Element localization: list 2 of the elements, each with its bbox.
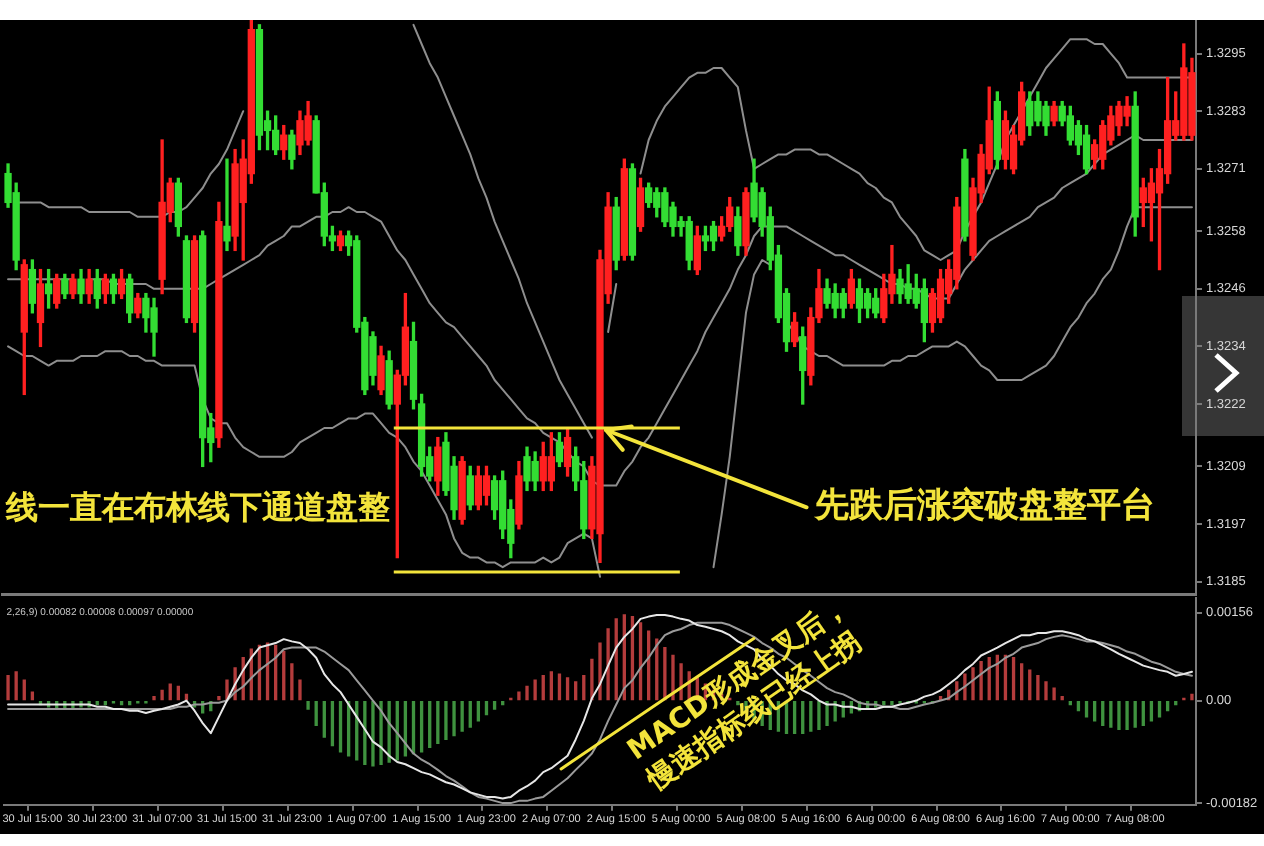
- annotation: 线一直在布林线下通道盘整: [4, 487, 391, 526]
- annotation: 先跌后涨突破盘整平台: [812, 486, 1155, 527]
